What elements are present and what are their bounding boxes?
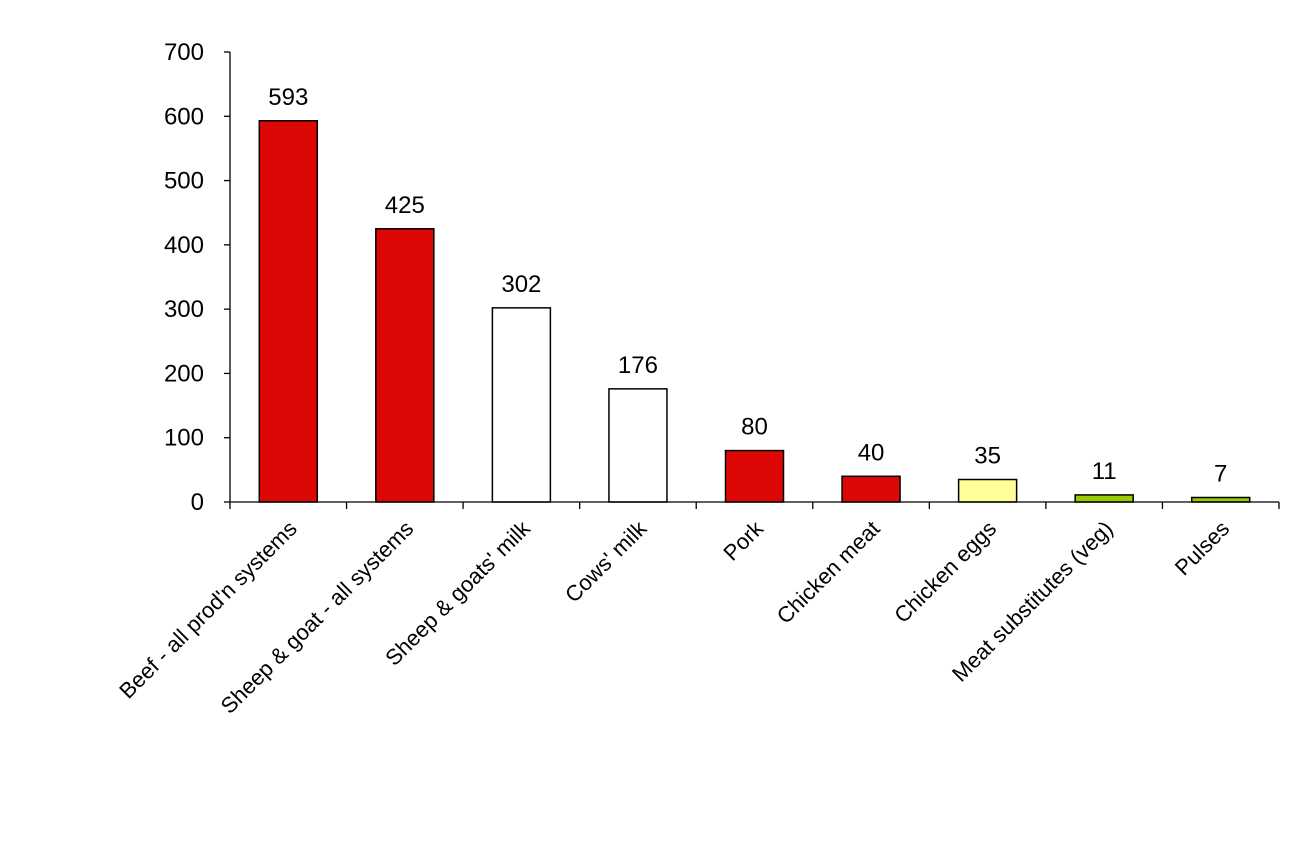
data-label-pulses: 7 [1214, 461, 1227, 488]
x-tick-label-chicken-meat: Chicken meat [772, 516, 885, 629]
data-label-sheep-goats-milk: 302 [501, 271, 541, 298]
y-tick-label: 300 [164, 296, 204, 323]
bar-sheep-goat-all-systems [375, 228, 435, 503]
y-tick-label: 600 [164, 103, 204, 130]
y-tick-label: 500 [164, 168, 204, 195]
x-tick-label-chicken-eggs: Chicken eggs [889, 516, 1001, 628]
bar-pork [724, 449, 785, 503]
y-tick-label: 100 [164, 425, 204, 452]
bar-cows-milk [608, 388, 668, 503]
data-label-beef-all-prod-n-systems: 593 [268, 84, 308, 111]
y-tick-label: 200 [164, 360, 204, 387]
data-label-chicken-eggs: 35 [974, 443, 1001, 470]
bars-group [258, 120, 1251, 503]
y-tick-label: 400 [164, 232, 204, 259]
data-label-pork: 80 [741, 414, 768, 441]
x-tick-label-sheep-goat-all-systems: Sheep & goat - all systems [216, 516, 419, 719]
x-tick-label-pork: Pork [718, 515, 768, 565]
data-labels-group: 593 425 302 176 80 40 35 11 7 [268, 84, 1227, 488]
bar-sheep-goats-milk [491, 307, 552, 503]
bar-pulses [1190, 496, 1251, 503]
bar-chicken-eggs [957, 478, 1018, 503]
data-label-meat-substitutes-veg: 11 [1092, 458, 1117, 485]
y-tick-label: 0 [191, 489, 204, 516]
x-tick-label-pulses: Pulses [1170, 516, 1234, 580]
data-label-chicken-meat: 40 [858, 439, 885, 466]
data-label-sheep-goat-all-systems: 425 [385, 192, 425, 219]
y-axis-ticks: 0 100 200 300 400 500 600 700 [164, 39, 230, 516]
data-label-cows-milk: 176 [618, 352, 658, 379]
bar-chicken-meat [841, 475, 901, 503]
y-tick-label: 700 [164, 39, 204, 66]
bar-meat-substitutes-veg [1074, 494, 1134, 503]
x-tick-label-cows-milk: Cows' milk [560, 515, 652, 607]
bar-beef-all-prod-n-systems [258, 120, 319, 503]
